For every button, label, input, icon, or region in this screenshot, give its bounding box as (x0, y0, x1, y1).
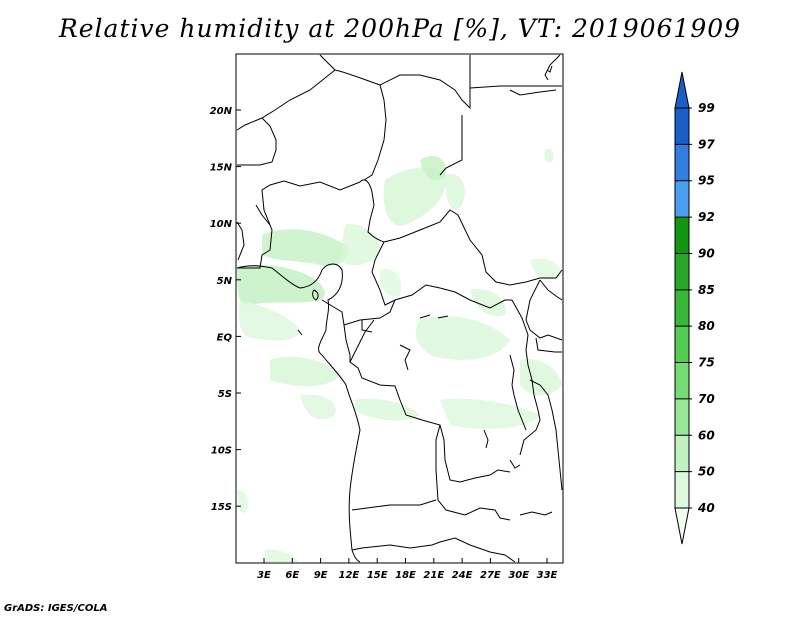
colorbar-label: 75 (698, 356, 715, 370)
latitude-ticks: 20N 15N 10N 5N EQ 5S 10S 15S (210, 106, 241, 513)
colorbar-segment (675, 253, 689, 290)
colorbar-label: 60 (698, 428, 715, 442)
lon-tick-label: 12E (339, 570, 360, 581)
colorbar-lower-arrow (674, 507, 690, 545)
longitude-ticks: 3E 6E 9E 12E 15E 18E 21E 24E 27E 30E 33E (257, 558, 558, 581)
lat-tick-label: 15N (210, 163, 233, 174)
lat-tick-label: 15S (211, 502, 232, 513)
lon-tick-label: 24E (452, 570, 473, 581)
lat-tick-label: 5S (218, 389, 232, 400)
colorbar-label: 92 (698, 210, 715, 224)
lon-tick-label: 27E (480, 570, 501, 581)
map-frame (235, 53, 564, 564)
lat-tick-label: 5N (217, 276, 233, 287)
colorbar-label: 99 (698, 101, 715, 115)
lon-tick-label: 21E (423, 570, 444, 581)
map-title: Relative humidity at 200hPa [%], VT: 201… (58, 14, 742, 43)
lat-tick-label: EQ (217, 332, 233, 343)
colorbar-segment (675, 144, 689, 181)
lon-tick-label: 6E (285, 570, 299, 581)
colorbar-segment (675, 289, 689, 327)
colorbar-label: 97 (698, 137, 715, 151)
credit-text: GrADS: IGES/COLA (4, 603, 108, 614)
colorbar: 99 97 95 92 90 85 80 75 70 60 50 40 (674, 71, 715, 545)
humidity-shading (237, 149, 562, 562)
colorbar-label: 50 (698, 465, 715, 479)
colorbar-upper-arrow (674, 71, 690, 109)
lon-tick-label: 9E (314, 570, 328, 581)
colorbar-segment (675, 326, 689, 363)
colorbar-segment (675, 471, 689, 508)
lat-tick-label: 10N (210, 219, 233, 230)
colorbar-label: 90 (698, 246, 715, 260)
colorbar-label: 80 (698, 319, 715, 333)
lat-tick-label: 10S (211, 446, 232, 457)
colorbar-segment (675, 180, 689, 218)
lon-tick-label: 33E (537, 570, 558, 581)
lon-tick-label: 3E (257, 570, 271, 581)
lon-tick-label: 30E (508, 570, 529, 581)
colorbar-segment (675, 362, 689, 399)
colorbar-label: 40 (697, 501, 715, 515)
colorbar-segment (675, 398, 689, 436)
colorbar-label: 95 (698, 174, 715, 188)
colorbar-label: 70 (698, 392, 715, 406)
lon-tick-label: 15E (367, 570, 388, 581)
country-borders (236, 54, 563, 563)
colorbar-label: 85 (698, 283, 715, 297)
colorbar-segment (675, 217, 689, 254)
lat-tick-label: 20N (210, 106, 233, 117)
lon-tick-label: 18E (395, 570, 416, 581)
colorbar-segment (675, 435, 689, 472)
colorbar-segment (675, 108, 689, 145)
